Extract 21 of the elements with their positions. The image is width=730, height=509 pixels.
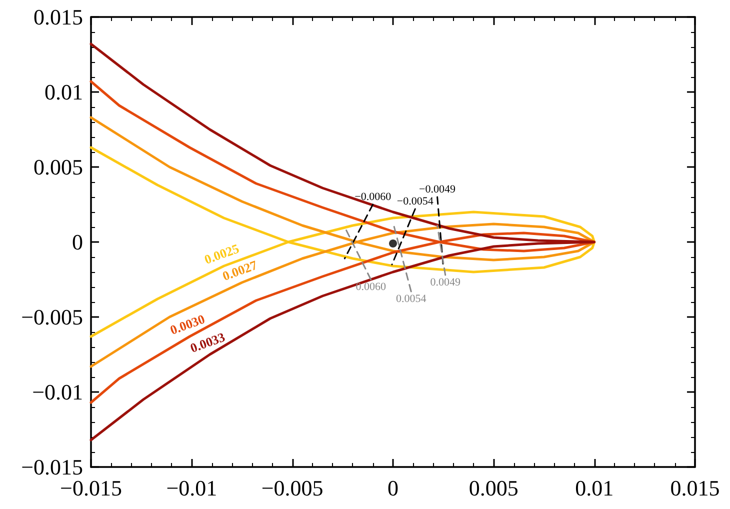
series-label: 0.0060 <box>356 281 386 293</box>
line-series <box>90 116 596 368</box>
x-tick-label: −0.005 <box>261 476 324 500</box>
y-tick-label: 0.015 <box>34 4 83 30</box>
x-tick-label: 0 <box>388 476 398 500</box>
y-tick-label: 0.01 <box>44 80 83 104</box>
y-tick-label: −0.005 <box>21 304 83 330</box>
x-tick-label: 0.01 <box>575 476 614 500</box>
series-label: 0.0054 <box>396 293 427 305</box>
x-tick-label: 0.005 <box>468 476 518 500</box>
x-tick-label: 0.015 <box>670 476 720 500</box>
x-tick-label: −0.01 <box>166 476 218 500</box>
line-series <box>90 42 596 442</box>
y-tick-label: −0.01 <box>32 380 83 404</box>
series-label: −0.0060 <box>354 191 392 203</box>
y-tick-label: 0.005 <box>34 154 83 180</box>
series-label: 0.0049 <box>430 276 461 288</box>
y-tick-label: 0 <box>72 230 83 254</box>
series-label: −0.0049 <box>419 184 456 196</box>
series-label: −0.0054 <box>396 196 434 208</box>
line-series <box>90 80 596 404</box>
